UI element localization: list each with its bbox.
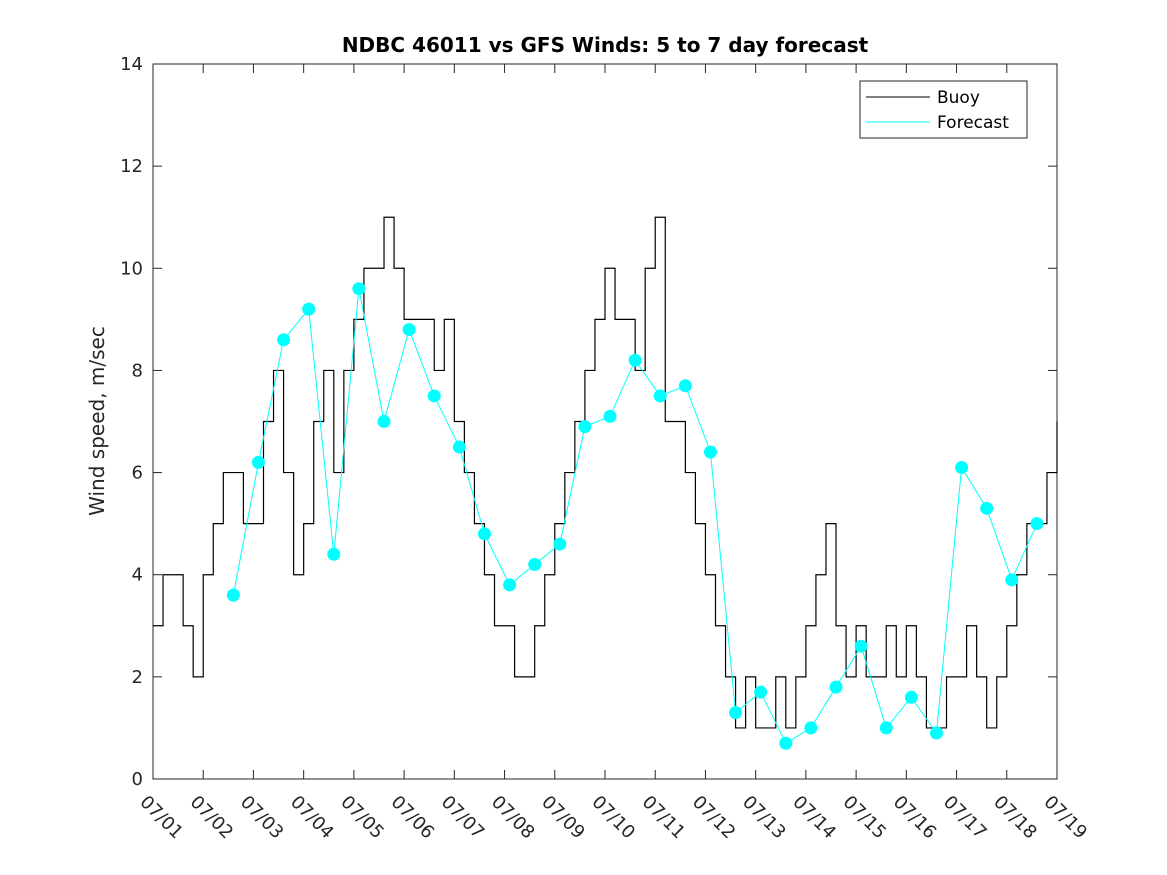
forecast-point	[653, 389, 667, 403]
forecast-point	[1030, 517, 1044, 531]
forecast-point	[929, 726, 943, 740]
forecast-point	[678, 379, 692, 393]
forecast-point	[553, 537, 567, 551]
x-tick-label: 07/07	[437, 792, 489, 844]
forecast-point	[477, 527, 491, 541]
buoy-line	[153, 216, 1058, 729]
forecast-point	[904, 690, 918, 704]
forecast-point	[377, 415, 391, 428]
forecast-point	[503, 578, 517, 592]
forecast-point	[1005, 573, 1019, 587]
x-tick-label: 07/06	[387, 792, 439, 844]
forecast-point	[528, 558, 542, 571]
x-tick-label: 07/17	[939, 792, 991, 844]
x-tick-label: 07/18	[989, 792, 1041, 844]
chart-title: NDBC 46011 vs GFS Winds: 5 to 7 day fore…	[342, 33, 869, 57]
forecast-point	[879, 721, 893, 735]
forecast-point	[703, 445, 717, 459]
legend-entry-forecast: Forecast	[937, 113, 1009, 133]
x-tick-label: 07/11	[638, 792, 690, 844]
series-layer	[153, 216, 1058, 750]
x-tick-label: 07/14	[788, 792, 840, 844]
forecast-point	[804, 721, 818, 735]
forecast-point	[980, 501, 994, 515]
y-axis-label: Wind speed, m/sec	[85, 326, 109, 516]
legend-entry-buoy: Buoy	[937, 88, 980, 108]
y-tick-label: 10	[120, 258, 143, 279]
x-tick-label: 07/09	[537, 792, 589, 844]
x-tick-label: 07/05	[336, 792, 388, 844]
forecast-point	[302, 302, 316, 316]
x-tick-label: 07/10	[587, 792, 639, 844]
y-tick-label: 4	[132, 565, 143, 586]
forecast-point	[628, 353, 642, 367]
x-tick-label: 07/04	[286, 792, 338, 844]
forecast-point	[729, 706, 743, 720]
forecast-point	[452, 440, 466, 454]
y-tick-label: 12	[120, 156, 143, 177]
forecast-point	[427, 389, 441, 403]
forecast-point	[277, 333, 291, 347]
x-tick-label: 07/01	[135, 792, 187, 844]
y-tick-label: 2	[132, 667, 143, 688]
x-tick-label: 07/19	[1039, 792, 1091, 844]
forecast-point	[251, 455, 265, 469]
forecast-point	[603, 409, 617, 423]
x-tick-label: 07/13	[738, 792, 790, 844]
x-tick-label: 07/16	[889, 792, 941, 844]
legend: Buoy Forecast	[859, 80, 1028, 139]
plot-area	[152, 63, 1058, 780]
forecast-point	[854, 639, 868, 653]
x-tick-label: 07/03	[236, 792, 288, 844]
forecast-point	[779, 736, 793, 750]
x-tick-label: 07/08	[487, 792, 539, 844]
y-tick-label: 14	[120, 54, 143, 75]
forecast-point	[829, 680, 843, 694]
y-tick-label: 8	[132, 360, 143, 381]
forecast-point	[402, 323, 416, 337]
x-tick-label: 07/12	[688, 792, 740, 844]
forecast-point	[327, 547, 341, 561]
forecast-point	[754, 685, 768, 699]
x-tick-label: 07/15	[839, 792, 891, 844]
forecast-point	[352, 282, 366, 296]
forecast-point	[578, 420, 592, 434]
legend-box	[859, 80, 1028, 139]
x-tick-label: 07/02	[186, 792, 238, 844]
y-tick-label: 6	[132, 463, 143, 484]
y-tick-label: 0	[132, 769, 143, 790]
forecast-point	[955, 460, 969, 474]
forecast-point	[226, 588, 240, 602]
y-axis: 0 2 4 6 8 10 12 14	[120, 54, 1057, 790]
